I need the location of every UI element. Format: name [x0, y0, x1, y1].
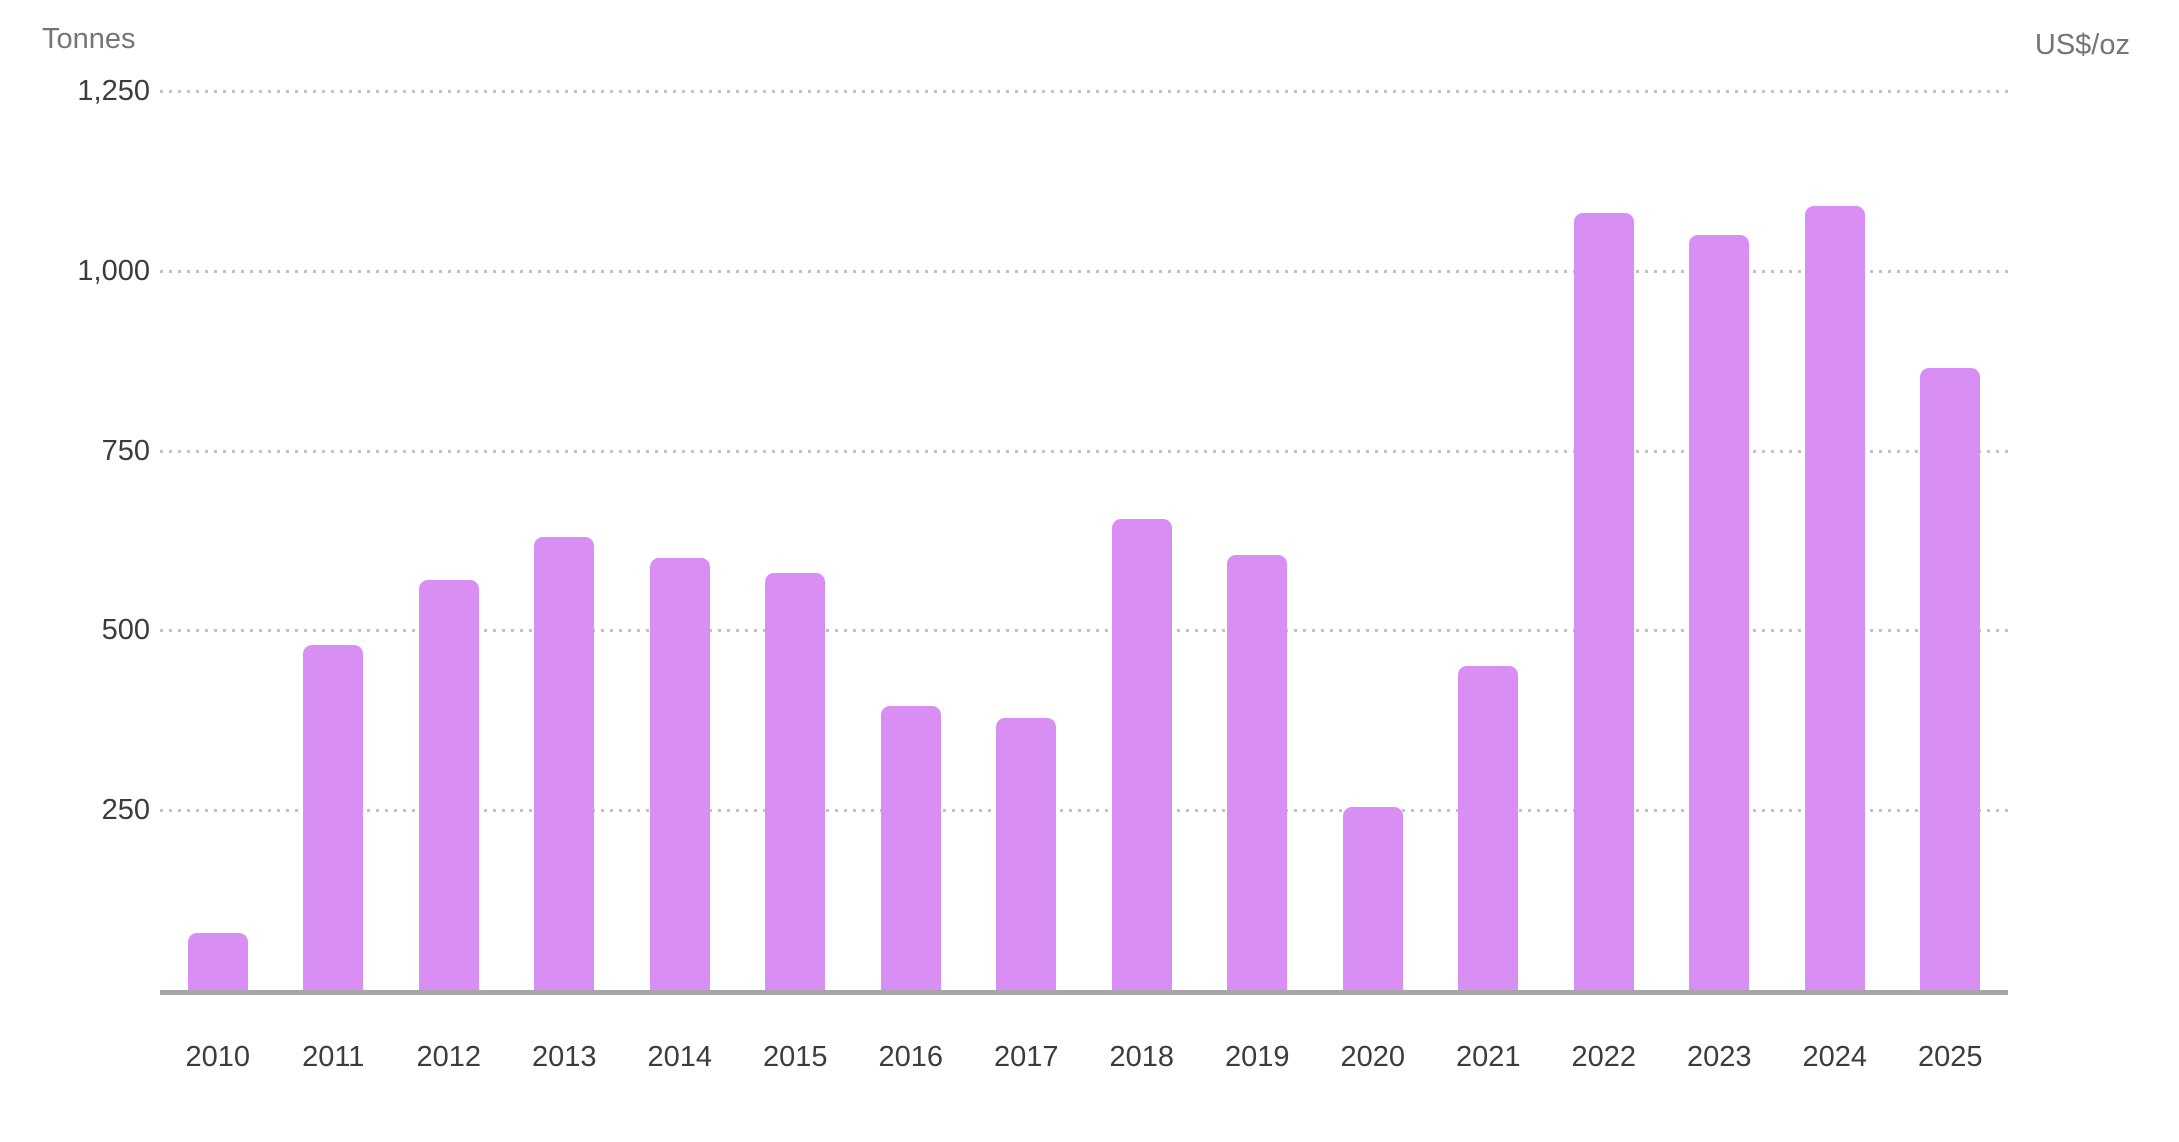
bar-slot [1777, 91, 1893, 990]
bar-2018[interactable] [1111, 518, 1172, 990]
bar-slot [1546, 91, 1662, 990]
bar-slot [160, 91, 276, 990]
bar-2011[interactable] [303, 644, 364, 990]
x-axis-label: 2010 [185, 1041, 250, 1073]
y-axis-tick-label: 250 [101, 794, 150, 827]
y-axis-tick-label: 500 [101, 614, 150, 647]
x-axis-label: 2012 [416, 1041, 481, 1073]
bar-2016[interactable] [880, 705, 941, 990]
bar-slot [1893, 91, 2009, 990]
gridline [160, 629, 2008, 633]
x-axis-label: 2023 [1686, 1041, 1752, 1073]
bar-2012[interactable] [418, 580, 479, 990]
bar-2013[interactable] [534, 536, 595, 990]
right-axis-title: US$/oz [2034, 29, 2130, 61]
bar-slot [969, 91, 1085, 990]
x-axis-label: 2013 [531, 1041, 597, 1073]
bar-2020[interactable] [1342, 806, 1403, 990]
bar-slot [391, 91, 507, 990]
bar-2010[interactable] [187, 933, 248, 990]
x-axis-label: 2020 [1340, 1041, 1405, 1073]
bar-series [160, 91, 2008, 990]
x-axis-line [160, 990, 2008, 995]
x-axis-label: 2017 [993, 1041, 1059, 1073]
x-axis-label: 2018 [1109, 1041, 1174, 1073]
x-axis-label: 2024 [1802, 1041, 1867, 1073]
bar-2022[interactable] [1573, 213, 1634, 990]
gridline [160, 449, 2008, 453]
bar-slot [738, 91, 854, 990]
y-axis: 1,250 1,000 750 500 250 [0, 75, 150, 990]
bar-slot [1200, 91, 1316, 990]
x-axis-label: 2014 [647, 1041, 712, 1073]
bar-slot [1662, 91, 1778, 990]
y-axis-tick-label: 750 [101, 434, 150, 467]
x-axis-label: 2025 [1917, 1041, 1983, 1073]
plot-area [160, 90, 2008, 995]
x-axis-label: 2011 [302, 1041, 365, 1073]
bar-slot [507, 91, 623, 990]
left-axis-title: Tonnes [42, 23, 136, 55]
bar-2019[interactable] [1227, 554, 1288, 990]
bar-slot [1431, 91, 1547, 990]
bar-2024[interactable] [1804, 206, 1865, 990]
bar-slot [1315, 91, 1431, 990]
bar-2025[interactable] [1920, 367, 1981, 990]
y-axis-tick-label: 1,000 [77, 254, 150, 287]
x-axis-labels: 2010 2011 2012 2013 2014 2015 2016 2017 2018 2019… [160, 1040, 2008, 1074]
bar-2015[interactable] [765, 572, 826, 990]
gridline [160, 809, 2008, 813]
x-axis-label: 2022 [1571, 1041, 1636, 1073]
x-axis-label: 2019 [1224, 1041, 1290, 1073]
bar-2023[interactable] [1689, 234, 1750, 990]
gridline [160, 269, 2008, 273]
bar-slot [1084, 91, 1200, 990]
bar-2017[interactable] [996, 718, 1057, 990]
x-axis-label: 2015 [762, 1041, 828, 1073]
x-axis-label: 2021 [1455, 1041, 1521, 1073]
y-axis-tick-label: 1,250 [77, 75, 150, 107]
bar-slot [276, 91, 392, 990]
bar-slot [622, 91, 738, 990]
bar-2014[interactable] [649, 558, 710, 990]
bar-slot [853, 91, 969, 990]
gridline [160, 90, 2008, 93]
bar-2021[interactable] [1458, 666, 1519, 990]
x-axis-label: 2016 [878, 1041, 943, 1073]
